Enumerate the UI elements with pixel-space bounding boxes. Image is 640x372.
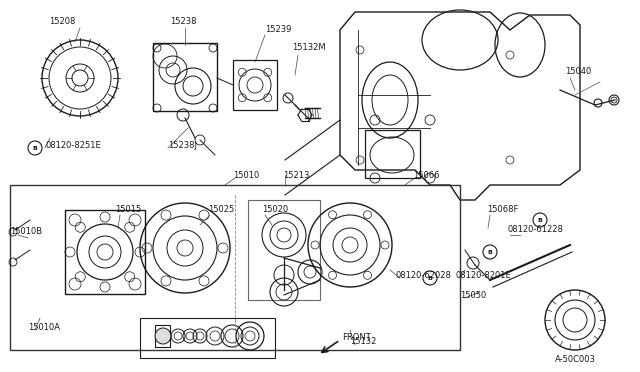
Bar: [153, 43, 217, 111]
Text: 15213: 15213: [283, 170, 309, 180]
Text: B: B: [488, 250, 492, 254]
Bar: [65, 210, 145, 294]
Text: 15068F: 15068F: [487, 205, 518, 215]
Text: 15040: 15040: [565, 67, 591, 77]
Text: 15238J: 15238J: [168, 141, 197, 150]
Text: 15238: 15238: [170, 17, 196, 26]
Text: A-50C003: A-50C003: [555, 356, 596, 365]
Text: B: B: [33, 145, 37, 151]
Text: 08120-62028: 08120-62028: [395, 270, 451, 279]
Text: B: B: [538, 218, 543, 222]
Text: 15015: 15015: [115, 205, 141, 215]
Text: 08120-8251E: 08120-8251E: [45, 141, 100, 150]
Text: 15066: 15066: [413, 170, 440, 180]
Text: 15020: 15020: [262, 205, 288, 215]
Bar: [233, 60, 277, 110]
Text: 15025: 15025: [208, 205, 234, 215]
Text: 15010A: 15010A: [28, 324, 60, 333]
Text: B: B: [428, 276, 433, 280]
Text: 15050: 15050: [460, 291, 486, 299]
Circle shape: [155, 328, 171, 344]
Bar: [365, 130, 420, 178]
Text: 15132M: 15132M: [292, 44, 326, 52]
Bar: [155, 325, 170, 347]
Text: 15010: 15010: [233, 170, 259, 180]
Text: 08120-61228: 08120-61228: [507, 225, 563, 234]
Text: 15208: 15208: [49, 17, 75, 26]
Text: 15132: 15132: [350, 337, 376, 346]
Bar: [248, 200, 320, 300]
Text: 15239: 15239: [265, 26, 291, 35]
Bar: [140, 318, 275, 358]
Text: 15010B: 15010B: [10, 228, 42, 237]
Text: 08120-8201E: 08120-8201E: [455, 270, 511, 279]
Bar: [10, 185, 460, 350]
Text: FRONT: FRONT: [342, 334, 371, 343]
